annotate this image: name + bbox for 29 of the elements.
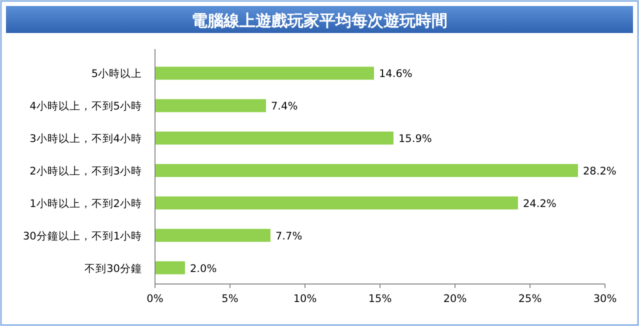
data-label: 15.9% <box>398 133 432 146</box>
y-tick-label: 5小時以上 <box>91 67 142 80</box>
data-label: 7.7% <box>276 230 302 242</box>
y-tick-label: 1小時以上，不到2小時 <box>30 196 142 210</box>
bar <box>155 261 185 274</box>
data-label: 24.2% <box>523 198 556 210</box>
x-tick-label: 30% <box>593 293 617 305</box>
x-tick-label: 15% <box>368 293 392 305</box>
data-label: 2.0% <box>190 262 217 275</box>
bar <box>155 228 270 242</box>
y-tick-label: 2小時以上，不到3小時 <box>30 164 142 178</box>
bar <box>155 196 518 210</box>
chart-title: 電腦線上遊戲玩家平均每次遊玩時間 <box>192 11 448 30</box>
data-label: 14.6% <box>379 68 412 80</box>
y-tick-label: 30分鐘以上，不到1小時 <box>22 229 142 242</box>
data-label: 28.2% <box>583 166 616 178</box>
bar <box>155 66 374 80</box>
x-tick-label: 20% <box>443 293 467 305</box>
bar <box>155 164 578 177</box>
x-tick-label: 5% <box>222 293 238 305</box>
y-tick-label: 3小時以上，不到4小時 <box>30 132 142 146</box>
y-tick-label: 不到30分鐘 <box>84 262 142 275</box>
x-tick-label: 0% <box>146 293 164 305</box>
x-tick-label: 10% <box>293 293 317 305</box>
bar <box>155 99 266 112</box>
x-tick-label: 25% <box>518 293 542 305</box>
bar <box>155 132 394 145</box>
y-tick-label: 4小時以上，不到5小時 <box>30 100 142 113</box>
data-label: 7.4% <box>271 100 298 113</box>
